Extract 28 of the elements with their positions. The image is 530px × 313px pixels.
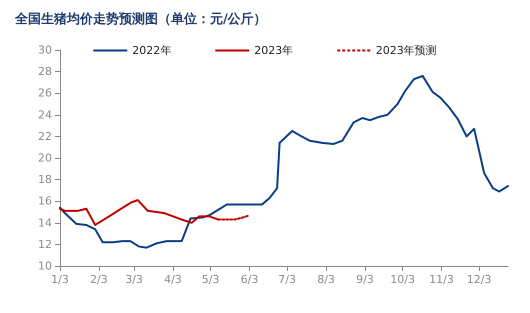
line-series xyxy=(59,74,509,249)
y-tick-label: 12 xyxy=(38,238,52,251)
x-tick-label: 4/3 xyxy=(164,273,182,286)
y-tick-label: 30 xyxy=(38,44,52,56)
x-tick-label: 10/3 xyxy=(390,273,415,286)
legend-label: 2023年 xyxy=(254,44,294,57)
legend-label: 2022年 xyxy=(132,44,172,57)
x-tick-label: 12/3 xyxy=(466,273,492,286)
x-tick-label: 5/3 xyxy=(202,273,220,286)
y-tick-label: 20 xyxy=(38,152,52,164)
y-tick-label: 22 xyxy=(38,130,52,143)
y-tick-label: 10 xyxy=(38,260,52,272)
x-tick-label: 2/3 xyxy=(90,273,108,286)
y-tick-label: 16 xyxy=(38,194,52,208)
y-tick-label: 28 xyxy=(38,65,52,78)
x-tick-label: 1/3 xyxy=(51,273,69,286)
chart-title: 全国生猪均价走势预测图（单位：元/公斤） xyxy=(14,11,267,27)
y-tick-label: 14 xyxy=(38,216,52,230)
y-tick-label: 18 xyxy=(38,173,52,186)
x-tick-label: 7/3 xyxy=(278,273,296,286)
y-tick-label: 26 xyxy=(38,86,52,100)
x-tick-label: 11/3 xyxy=(429,273,454,286)
x-tick-label: 3/3 xyxy=(125,273,143,286)
x-tick-label: 6/3 xyxy=(240,273,258,286)
y-tick-label: 24 xyxy=(38,108,52,122)
x-tick-label: 9/3 xyxy=(356,273,374,286)
legend-label: 2023年预测 xyxy=(376,44,437,57)
x-tick-label: 8/3 xyxy=(317,273,335,286)
